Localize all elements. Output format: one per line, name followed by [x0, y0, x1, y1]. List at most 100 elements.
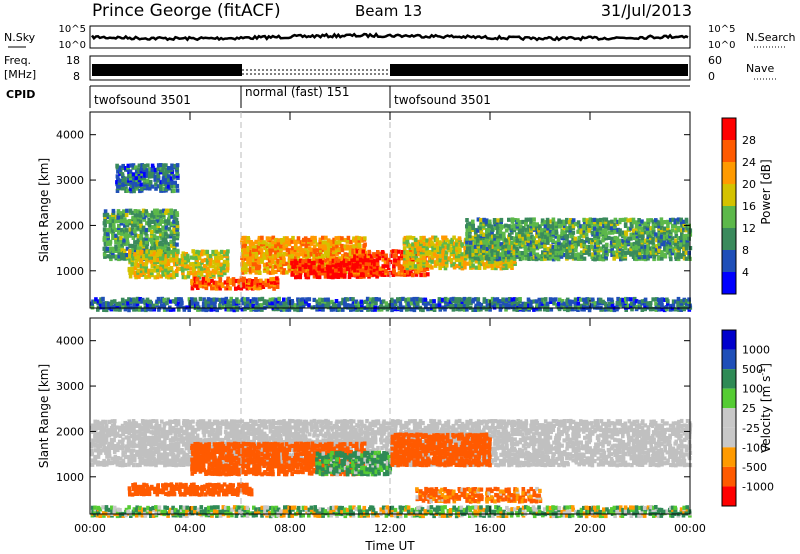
echo-cell — [557, 297, 562, 302]
echo-cell — [120, 248, 125, 253]
echo-cell — [577, 235, 581, 241]
echo-cell — [355, 235, 359, 240]
echo-cell — [460, 299, 465, 304]
echo-cell — [219, 270, 224, 275]
echo-cell — [114, 219, 118, 224]
echo-cell — [602, 236, 606, 241]
echo-cell — [124, 435, 129, 440]
echo-cell — [615, 254, 620, 259]
echo-cell — [209, 297, 214, 302]
echo-cell — [298, 273, 303, 278]
echo-cell — [471, 246, 475, 251]
echo-cell — [342, 301, 347, 306]
echo-cell — [660, 220, 665, 225]
echo-cell — [447, 239, 452, 244]
echo-cell — [114, 246, 119, 251]
echo-cell — [428, 258, 432, 263]
echo-cell — [164, 221, 168, 226]
echo-cell — [651, 223, 656, 229]
echo-cell — [156, 246, 160, 251]
echo-cell — [607, 248, 612, 253]
echo-cell — [582, 242, 586, 247]
echo-cell — [372, 267, 377, 273]
echo-cell — [521, 307, 526, 312]
echo-cell — [187, 432, 192, 437]
echo-cell — [246, 267, 251, 272]
echo-cell — [670, 223, 675, 228]
echo-cell — [131, 435, 136, 440]
echo-cell — [307, 265, 312, 270]
echo-cell — [379, 299, 384, 304]
echo-cell — [576, 252, 581, 257]
echo-cell — [159, 240, 163, 245]
echo-cell — [568, 301, 573, 306]
echo-cell — [660, 250, 664, 255]
echo-cell — [179, 297, 183, 302]
echo-cell — [408, 265, 413, 270]
echo-cell — [657, 224, 661, 229]
echo-cell — [441, 262, 445, 267]
echo-cell — [570, 307, 575, 312]
echo-cell — [107, 428, 112, 433]
echo-cell — [400, 256, 404, 261]
echo-cell — [160, 456, 165, 461]
echo-cell — [342, 263, 347, 268]
echo-cell — [154, 186, 158, 191]
echo-cell — [282, 236, 287, 241]
echo-cell — [443, 240, 448, 245]
echo-cell — [201, 427, 206, 432]
echo-cell — [374, 301, 378, 306]
echo-cell — [626, 303, 631, 308]
echo-cell — [419, 266, 423, 271]
echo-cell — [584, 248, 589, 253]
echo-cell — [148, 448, 153, 453]
echo-cell — [384, 256, 388, 261]
echo-cell — [351, 297, 355, 302]
echo-cell — [582, 234, 587, 239]
echo-cell — [519, 236, 523, 241]
echo-cell — [240, 252, 245, 257]
echo-cell — [685, 223, 690, 229]
echo-cell — [590, 244, 594, 249]
echo-cell — [414, 237, 418, 242]
echo-cell — [159, 235, 163, 240]
echo-cell — [243, 256, 248, 261]
echo-cell — [476, 234, 481, 239]
echo-cell — [370, 254, 374, 259]
echo-cell — [142, 240, 146, 245]
echo-cell — [491, 259, 495, 264]
echo-cell — [166, 458, 170, 463]
echo-cell — [176, 232, 180, 237]
echo-cell — [312, 247, 317, 252]
echo-cell — [90, 448, 94, 453]
echo-cell — [187, 458, 191, 463]
echo-cell — [471, 252, 475, 257]
echo-cell — [272, 276, 276, 282]
echo-cell — [657, 255, 662, 260]
echo-cell — [218, 286, 222, 291]
echo-cell — [259, 303, 264, 308]
echo-cell — [162, 208, 166, 213]
noise-tick-top: 10^5 — [59, 24, 86, 35]
echo-cell — [352, 244, 356, 249]
echo-cell — [556, 301, 561, 306]
echo-cell — [341, 297, 345, 302]
echo-cell — [482, 238, 486, 243]
echo-cell — [115, 174, 120, 179]
echo-cell — [634, 240, 639, 245]
echo-cell — [204, 307, 208, 313]
echo-cell — [185, 256, 190, 261]
echo-cell — [679, 301, 684, 306]
echo-cell — [312, 258, 317, 263]
echo-cell — [551, 217, 556, 222]
echo-cell — [93, 423, 97, 428]
echo-cell — [447, 256, 451, 261]
echo-cell — [607, 301, 612, 307]
echo-cell — [212, 280, 217, 285]
echo-cell — [492, 218, 497, 223]
echo-cell — [372, 252, 376, 257]
echo-cell — [668, 238, 673, 243]
echo-cell — [513, 261, 517, 266]
echo-cell — [195, 433, 200, 438]
y-tick-label: 2000 — [56, 219, 84, 232]
